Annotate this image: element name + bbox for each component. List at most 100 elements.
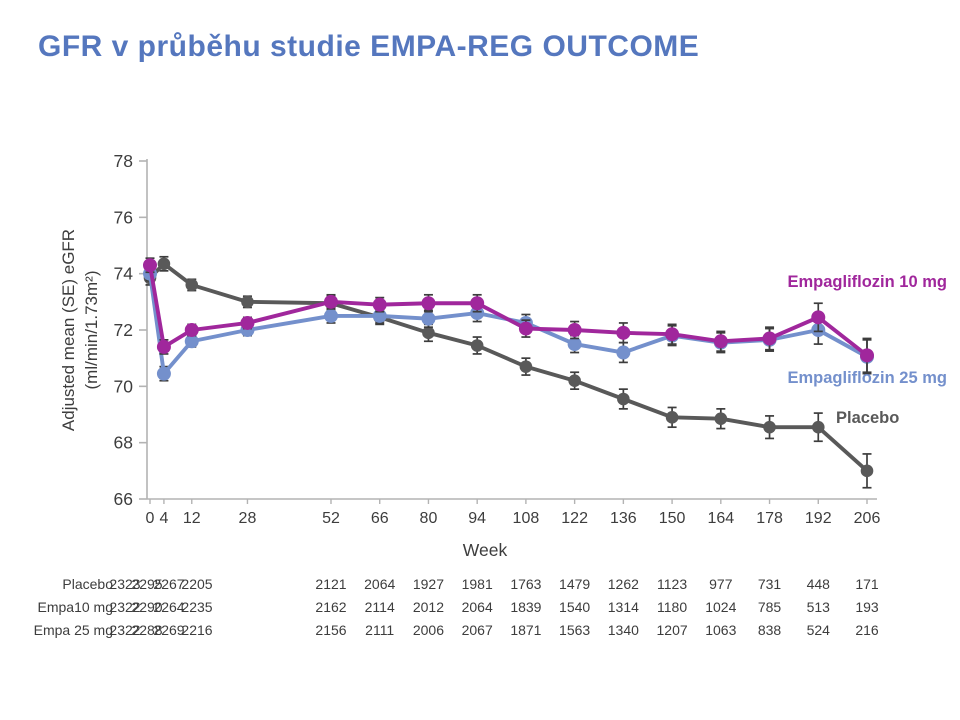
risk-value: 513 (806, 599, 830, 615)
risk-value: 2067 (461, 622, 493, 638)
x-tick-label: 94 (468, 510, 486, 527)
risk-value: 2322 (109, 622, 141, 638)
data-point (470, 306, 485, 321)
legend-empagliflozin-10mg: Empagliflozin 10 mg (787, 273, 947, 291)
risk-value: 2205 (181, 576, 213, 592)
risk-value: 2288 (131, 622, 163, 638)
risk-value: 1927 (412, 576, 445, 592)
risk-value: 2111 (365, 622, 395, 638)
risk-value: 2064 (461, 599, 493, 615)
risk-value: 2216 (181, 622, 213, 638)
data-point (184, 334, 199, 349)
data-point (372, 297, 387, 312)
data-point (860, 464, 874, 478)
data-point (518, 321, 533, 336)
data-point (323, 308, 338, 323)
risk-value: 2162 (315, 599, 347, 615)
x-tick-label: 80 (420, 510, 438, 527)
risk-value: 1024 (705, 599, 737, 615)
data-point (323, 294, 338, 309)
data-point (665, 327, 680, 342)
risk-value: 2006 (412, 622, 445, 638)
data-point (519, 360, 533, 373)
data-point (470, 296, 485, 311)
x-tick-label: 136 (610, 510, 637, 527)
data-point (157, 257, 171, 271)
data-point (811, 420, 825, 434)
data-point (713, 334, 728, 349)
data-point (143, 258, 157, 273)
risk-value: 2269 (153, 622, 185, 638)
data-point (617, 392, 630, 406)
risk-value: 2290 (131, 599, 163, 615)
series-line (148, 261, 869, 473)
data-point (470, 339, 484, 352)
risk-value: 2121 (315, 576, 347, 592)
x-tick-label: 108 (513, 510, 540, 527)
data-point (567, 337, 582, 352)
data-point (616, 345, 631, 360)
risk-value: 193 (855, 599, 879, 615)
risk-row-label: Placebo (62, 576, 113, 592)
risk-value: 1262 (607, 576, 639, 592)
risk-value: 731 (757, 576, 782, 592)
x-tick-label: 4 (159, 510, 168, 527)
risk-value: 2322 (109, 599, 141, 615)
risk-value: 2295 (131, 576, 163, 592)
risk-value: 448 (806, 576, 830, 592)
risk-value: 2114 (364, 599, 395, 615)
data-point (156, 366, 171, 381)
series-line (148, 263, 869, 358)
x-tick-label: 122 (561, 510, 588, 527)
x-tick-label: 0 (146, 510, 155, 527)
risk-value: 1871 (510, 622, 542, 638)
risk-value: 216 (855, 622, 879, 638)
x-tick-label: 164 (707, 510, 734, 527)
y-tick-label: 68 (114, 433, 133, 453)
risk-value: 2267 (153, 576, 185, 592)
x-tick-label: 28 (239, 510, 257, 527)
data-point (714, 412, 728, 426)
x-tick-label: 178 (756, 510, 783, 527)
data-point (156, 339, 171, 354)
data-point (421, 311, 436, 326)
risk-value: 1180 (657, 599, 688, 615)
risk-value: 1563 (559, 622, 591, 638)
risk-row-label: Empa10 mg (37, 599, 113, 615)
risk-value: 2156 (315, 622, 347, 638)
x-axis-title: Week (462, 540, 508, 560)
risk-row-label: Empa 25 mg (33, 622, 113, 638)
y-tick-label: 72 (114, 320, 133, 340)
risk-value: 2064 (364, 576, 396, 592)
data-point (616, 325, 631, 340)
x-tick-label: 150 (659, 510, 686, 527)
data-point (762, 331, 777, 346)
data-point (860, 348, 874, 363)
risk-value: 1207 (656, 622, 688, 638)
risk-value: 838 (757, 622, 782, 638)
data-point (567, 323, 582, 337)
y-tick-label: 70 (114, 376, 134, 396)
risk-value: 1123 (657, 576, 688, 592)
y-tick-label: 76 (114, 207, 133, 227)
risk-value: 2264 (153, 599, 185, 615)
slide-title: GFR v průběhu studie EMPA-REG OUTCOME (38, 30, 700, 63)
legend-placebo: Placebo (836, 409, 900, 427)
risk-value: 977 (709, 576, 733, 592)
risk-value: 2235 (181, 599, 213, 615)
data-point (422, 326, 435, 340)
data-point (568, 374, 581, 388)
risk-value: 1479 (559, 576, 591, 592)
x-tick-label: 192 (805, 510, 832, 527)
risk-value: 2012 (412, 599, 445, 615)
data-point (185, 278, 199, 292)
risk-value: 1063 (705, 622, 737, 638)
data-point (665, 411, 679, 424)
risk-value: 1340 (607, 622, 639, 638)
series-placebo (143, 255, 874, 489)
risk-value: 1981 (461, 576, 493, 592)
risk-value: 1540 (559, 599, 591, 615)
y-tick-label: 78 (114, 151, 133, 171)
